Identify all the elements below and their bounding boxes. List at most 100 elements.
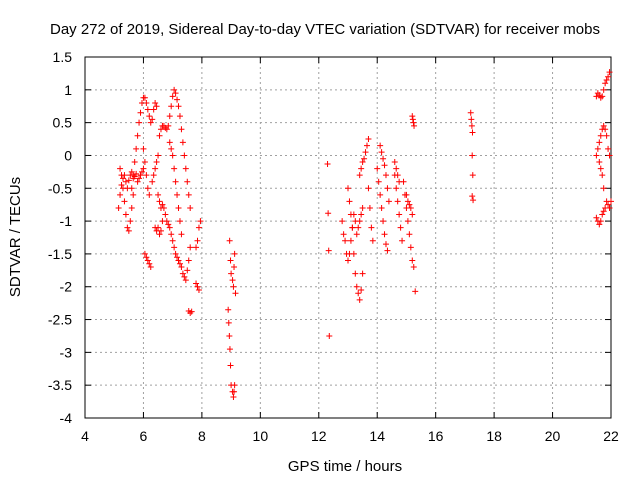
x-tick-label: 10 — [253, 428, 269, 444]
data-point — [393, 185, 400, 192]
data-point — [137, 109, 144, 116]
data-point — [166, 113, 173, 120]
data-point — [362, 149, 369, 156]
data-point — [352, 270, 359, 277]
data-point — [353, 231, 360, 238]
data-point — [136, 175, 143, 182]
data-point — [347, 237, 354, 244]
data-point — [600, 185, 607, 192]
data-point — [150, 106, 157, 113]
data-point — [134, 178, 141, 185]
data-point — [593, 152, 600, 159]
data-point — [168, 231, 175, 238]
data-point — [117, 165, 124, 172]
axis-ticks: 4 6 8 10 12 14 16 18 20 22-4-3.5-3-2.5-2-1.5-1-0.… — [48, 49, 619, 444]
data-point — [143, 99, 150, 106]
data-point — [382, 172, 389, 179]
x-tick-label: 20 — [545, 428, 561, 444]
data-point — [130, 172, 137, 179]
data-point — [169, 93, 176, 100]
data-point — [137, 172, 144, 179]
data-point — [194, 283, 201, 290]
data-point — [195, 224, 202, 231]
data-point — [156, 231, 163, 238]
data-point — [404, 218, 411, 225]
data-point — [118, 181, 125, 188]
data-point — [168, 103, 175, 110]
data-point — [225, 306, 232, 313]
x-tick-label: 16 — [428, 428, 444, 444]
data-point — [596, 159, 603, 166]
data-point — [350, 250, 357, 257]
data-point — [149, 116, 156, 123]
data-point — [345, 257, 351, 264]
data-point — [153, 159, 160, 166]
data-point — [403, 191, 410, 198]
data-point — [171, 165, 178, 172]
data-point — [182, 277, 189, 284]
x-tick-label: 18 — [486, 428, 502, 444]
data-point — [141, 159, 148, 166]
data-point — [346, 198, 353, 205]
data-point — [197, 218, 204, 225]
data-point — [359, 204, 366, 211]
data-point — [153, 103, 160, 110]
x-tick-label: 12 — [311, 428, 327, 444]
data-point — [594, 145, 601, 152]
data-point — [176, 218, 183, 225]
data-point — [342, 237, 349, 244]
data-point — [349, 224, 356, 231]
data-point — [374, 165, 381, 172]
data-point — [384, 247, 391, 254]
data-point — [227, 257, 234, 264]
data-point — [347, 211, 354, 218]
data-points — [115, 69, 614, 400]
data-point — [606, 69, 613, 76]
data-point — [179, 139, 186, 146]
data-point — [345, 185, 351, 192]
chart-title: Day 272 of 2019, Sidereal Day-to-day VTE… — [50, 21, 600, 38]
y-tick-label: -3 — [60, 344, 73, 360]
data-point — [115, 204, 122, 211]
data-point — [325, 210, 332, 217]
data-point — [358, 211, 365, 218]
y-tick-label: 0.5 — [53, 115, 73, 131]
data-point — [179, 270, 186, 277]
data-point — [359, 270, 366, 277]
data-point — [155, 224, 162, 231]
data-point — [147, 119, 154, 126]
data-point — [358, 287, 365, 294]
data-point — [157, 126, 164, 133]
data-point — [130, 191, 137, 198]
data-point — [166, 224, 173, 231]
plot-frame — [84, 56, 612, 419]
data-point — [119, 185, 126, 192]
data-point — [182, 165, 189, 172]
data-point — [339, 218, 346, 225]
data-point — [396, 211, 403, 218]
data-point — [157, 227, 164, 234]
data-point — [146, 260, 153, 267]
data-point — [172, 90, 179, 97]
data-point — [174, 191, 181, 198]
data-point — [122, 178, 129, 185]
y-tick-label: -3.5 — [48, 377, 72, 393]
data-point — [599, 93, 606, 100]
data-point — [124, 224, 131, 231]
data-point — [146, 191, 153, 198]
y-tick-label: -0.5 — [48, 180, 72, 196]
data-point — [467, 109, 474, 116]
data-point — [178, 126, 185, 133]
data-point — [171, 86, 178, 93]
data-point — [596, 92, 603, 99]
data-point — [193, 244, 200, 251]
data-point — [358, 165, 365, 172]
data-point — [133, 145, 140, 152]
data-point — [600, 86, 607, 93]
data-point — [185, 257, 192, 264]
data-point — [169, 152, 176, 159]
data-point — [178, 231, 185, 238]
data-point — [412, 288, 419, 295]
data-point — [140, 145, 147, 152]
data-point — [406, 231, 413, 238]
